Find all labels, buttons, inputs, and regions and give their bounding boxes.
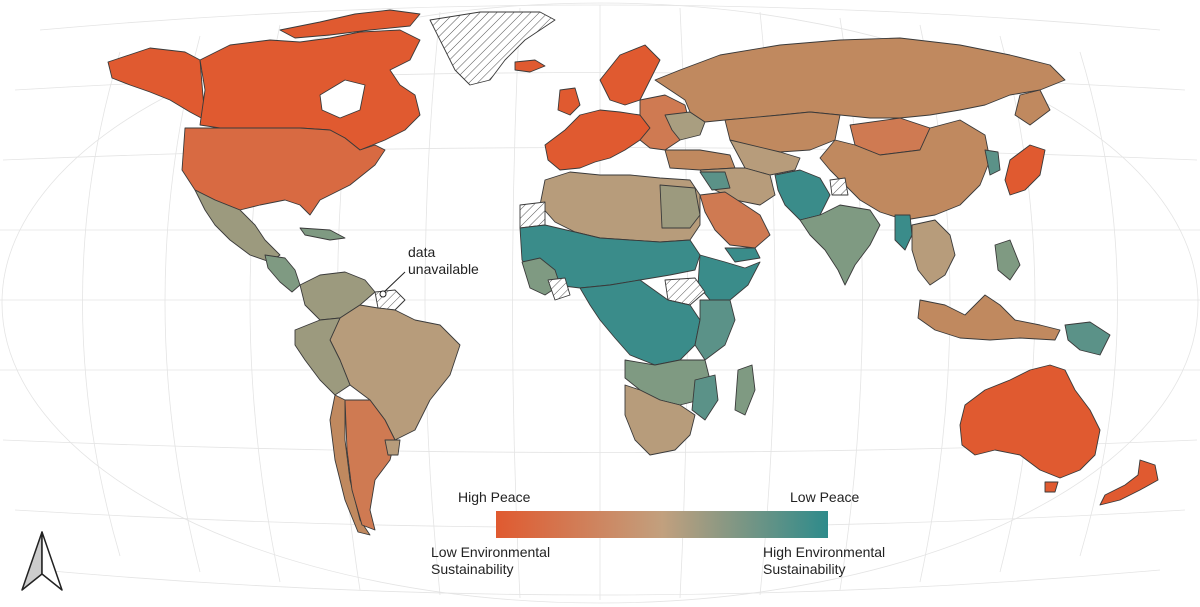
legend-low-env-label-2: Sustainability [431, 561, 514, 577]
region-himalaya [829, 177, 849, 196]
north-arrow-icon [21, 531, 63, 591]
annotation-line2: unavailable [408, 261, 479, 277]
region-central-africa [579, 279, 701, 366]
region-japan [1004, 144, 1046, 196]
region-alaska [107, 47, 206, 121]
region-saudi-arabia [699, 191, 771, 249]
region-south-sudan [664, 277, 706, 306]
region-canada-hudson-bay [319, 79, 366, 119]
region-sierra-leone [547, 277, 571, 301]
region-uruguay [384, 439, 401, 456]
region-argentina [344, 399, 396, 531]
region-kamchatka [1014, 89, 1051, 126]
legend-high-peace-label: High Peace [458, 489, 531, 505]
legend-low-peace-label: Low Peace [790, 489, 860, 505]
region-egypt [659, 184, 701, 229]
region-papua-new-guinea [1064, 321, 1111, 356]
region-southern-africa [624, 384, 696, 456]
region-southeast-asia [911, 219, 956, 286]
region-madagascar [734, 364, 756, 416]
region-philippines [994, 239, 1021, 281]
region-caribbean [299, 227, 346, 241]
legend-high-env-label-2: Sustainability [763, 561, 846, 577]
region-chile [329, 394, 371, 536]
region-western-europe [544, 109, 651, 171]
region-myanmar [894, 214, 913, 251]
region-mozambique [691, 374, 719, 421]
region-arctic-islands [279, 9, 421, 39]
region-colombia-venezuela [299, 271, 376, 321]
region-scandinavia [599, 44, 661, 106]
region-iraq-syria [699, 171, 731, 191]
region-korea [984, 149, 1001, 176]
region-western-sahara [519, 201, 546, 229]
data-unavailable-pointer [379, 271, 406, 298]
legend-high-env-label-1: High Environmental [763, 544, 886, 560]
region-turkey [664, 149, 736, 171]
region-indonesia [917, 294, 1061, 341]
region-east-africa [694, 299, 736, 361]
region-greenland [429, 11, 556, 86]
region-tasmania [1044, 481, 1059, 493]
region-central-america [264, 254, 301, 293]
region-new-zealand [1099, 459, 1159, 506]
region-australia [959, 364, 1101, 479]
region-guianas [374, 289, 406, 311]
region-pakistan-afghanistan [774, 169, 831, 221]
legend-gradient-bar [496, 511, 828, 538]
region-india [799, 204, 881, 286]
region-yemen [724, 247, 761, 263]
annotation-line1: data [408, 244, 436, 260]
region-uk [557, 87, 581, 116]
legend-low-env-label-1: Low Environmental [431, 544, 551, 560]
region-horn-of-africa [697, 254, 761, 301]
region-peru-bolivia [294, 317, 351, 396]
region-iceland [514, 59, 546, 73]
